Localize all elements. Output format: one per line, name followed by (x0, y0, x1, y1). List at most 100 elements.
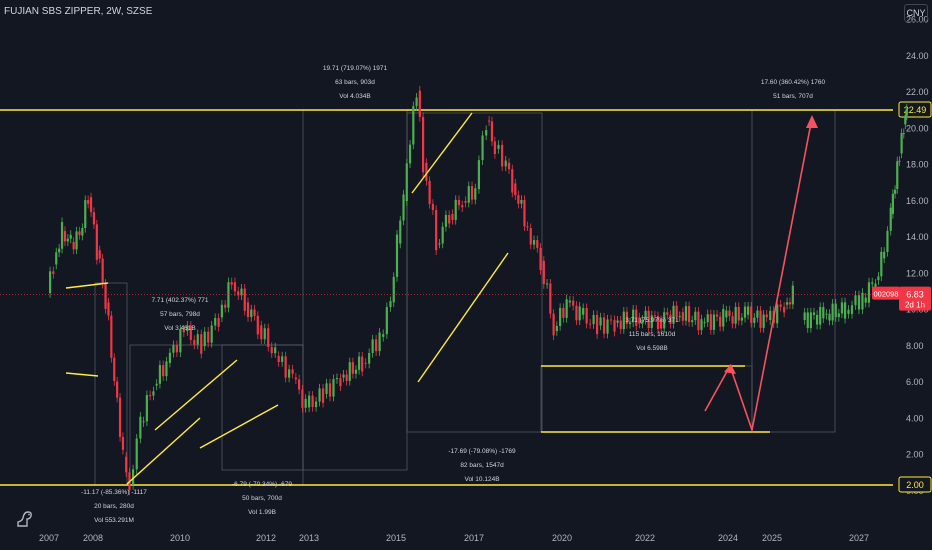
candle-body (389, 301, 392, 308)
candle-body (454, 199, 457, 220)
candle-body (616, 320, 619, 323)
candle-body (647, 310, 650, 329)
candle-body (644, 310, 647, 320)
candle-body (165, 361, 168, 377)
annotation-text: -17.69 (-79.08%) -1769 (448, 448, 516, 455)
symbol-label: 002098 (873, 290, 898, 299)
candle-body (339, 378, 342, 387)
candle-body (628, 322, 632, 324)
candle-body (719, 316, 722, 327)
annotation-text: Vol 3.461B (164, 325, 195, 332)
annotation-text: 82 bars, 1547d (460, 462, 504, 469)
level-tag (898, 476, 932, 493)
candle-body (809, 312, 812, 329)
candle-body (857, 295, 861, 310)
candle-body (565, 299, 568, 318)
candle-body (896, 161, 899, 190)
candle-body (783, 306, 786, 313)
candle-body (572, 300, 575, 306)
candle-body (345, 374, 348, 381)
candle-body (666, 312, 669, 315)
candle-body (511, 169, 514, 193)
time-axis: 2007 2008 2010 2012 2013 2015 2017 2020 2022 2024… (39, 533, 869, 543)
candle-body (464, 201, 467, 203)
candle-body (669, 314, 672, 324)
trend-line (154, 359, 238, 431)
x-tick-label: 2008 (83, 533, 103, 543)
candle-body (847, 309, 850, 314)
trend-lines (65, 112, 770, 485)
candle-body (619, 320, 622, 330)
trend-line (126, 417, 201, 485)
candle-body (267, 328, 270, 347)
candle-body (861, 292, 864, 310)
candle-body (759, 310, 762, 328)
candle-body (325, 383, 328, 394)
candle-body (514, 183, 517, 196)
x-tick-label: 2015 (386, 533, 406, 543)
candle-body (63, 231, 67, 242)
candle-body (253, 309, 256, 316)
candle-body (55, 252, 58, 265)
x-tick-label: 2020 (552, 533, 572, 543)
candle-body (517, 195, 520, 204)
annotation-text: Vol 553.291M (94, 517, 134, 524)
candle-body (263, 328, 266, 340)
candle-body (107, 302, 110, 316)
y-tick-label: 20.00 (906, 123, 929, 133)
candle-body (485, 130, 488, 136)
candle-body (328, 383, 332, 397)
candle-body (399, 220, 402, 244)
candle-body (694, 311, 697, 321)
candle-body (392, 276, 395, 303)
candle-body (72, 241, 75, 250)
currency-button[interactable]: CNY (904, 4, 928, 22)
candle-body (230, 282, 233, 285)
candle-body (684, 306, 688, 321)
candle-body (893, 189, 897, 194)
candle-body (308, 395, 311, 408)
candle-body (121, 436, 125, 450)
candle-body (840, 302, 844, 314)
candle-body (318, 388, 321, 402)
y-tick-label: 6.00 (906, 377, 924, 387)
candle-body (84, 200, 87, 228)
projection-arrow (704, 117, 813, 434)
candle-body (371, 339, 374, 353)
candle-body (116, 381, 119, 398)
candle-body (207, 331, 210, 343)
last-price-value: 6.83 (906, 290, 924, 300)
candle-body (277, 355, 280, 363)
candle-body (196, 334, 199, 345)
candle-body (837, 313, 840, 318)
candle-body (613, 320, 616, 332)
candle-body (237, 291, 240, 296)
candle-body (294, 377, 297, 380)
candle-body (542, 260, 545, 285)
candle-body (765, 314, 768, 318)
candle-body (281, 356, 284, 363)
candle-body (368, 352, 371, 364)
candle-body (314, 401, 318, 408)
y-tick-label: 18.00 (906, 160, 929, 170)
candle-body (298, 379, 301, 390)
candle-body (747, 306, 750, 315)
candle-body (905, 108, 908, 116)
candle-body (342, 374, 345, 378)
candle-body (87, 200, 90, 204)
candle-body (776, 304, 779, 324)
price-tag (899, 286, 931, 311)
candle-body (233, 282, 237, 292)
candle-body (864, 297, 867, 303)
candle-body (435, 210, 438, 251)
annotation-text: Vol 6.598B (636, 345, 667, 352)
trend-line (417, 252, 509, 383)
x-tick-label: 2025 (762, 533, 782, 543)
annotation-text: 50 bars, 700d (242, 495, 282, 502)
candle-body (448, 214, 451, 224)
candle-body (246, 302, 250, 318)
y-tick-label: 14.00 (906, 232, 929, 242)
candle-body (301, 389, 304, 408)
candle-body (256, 315, 259, 335)
